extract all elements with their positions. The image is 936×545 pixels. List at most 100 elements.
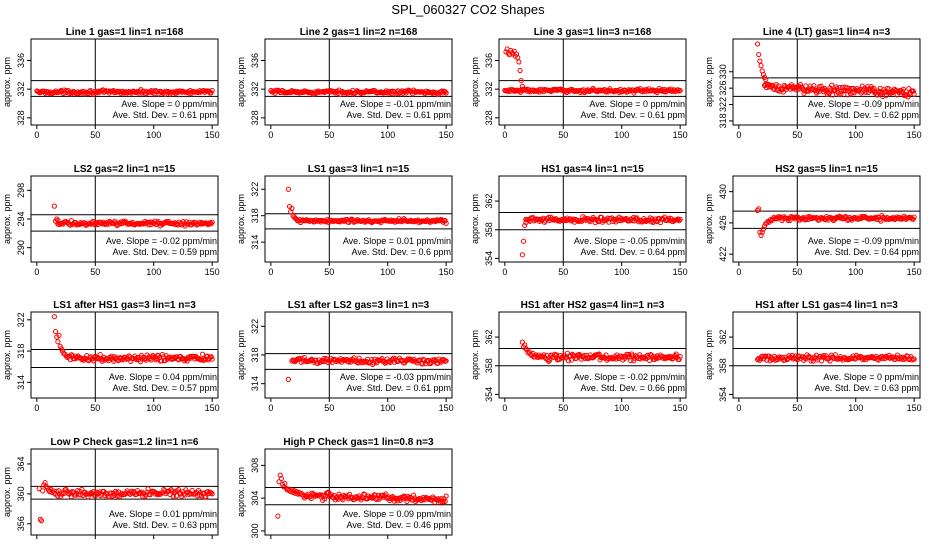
data-point (175, 486, 182, 493)
std-dev-annotation: Ave. Std. Dev. = 0.63 ppm (815, 383, 919, 393)
data-point (278, 475, 284, 482)
data-point (282, 480, 288, 486)
x-tick-label: 50 (558, 267, 568, 277)
x-tick-label: 0 (34, 267, 39, 277)
std-dev-annotation: Ave. Std. Dev. = 0.46 ppm (347, 520, 451, 530)
data-point (209, 219, 215, 225)
data-point (51, 203, 57, 209)
std-dev-annotation: Ave. Std. Dev. = 0.61 ppm (581, 110, 685, 120)
panel-title: LS2 gas=2 lin=1 n=15 (74, 164, 176, 175)
x-tick-label: 0 (502, 130, 507, 140)
data-point (341, 356, 347, 363)
data-point (163, 88, 169, 94)
data-point (520, 238, 527, 244)
y-axis-label: approx. ppm (2, 194, 12, 244)
y-axis-label: approx. ppm (470, 57, 480, 107)
std-dev-annotation: Ave. Std. Dev. = 0.66 ppm (581, 383, 685, 393)
x-tick-label: 100 (848, 130, 863, 140)
y-tick-label: 360 (16, 486, 26, 501)
x-tick-label: 50 (324, 403, 334, 413)
data-point (516, 59, 522, 65)
y-tick-label: 326 (718, 81, 728, 96)
y-tick-label: 322 (250, 182, 260, 197)
data-point (426, 496, 432, 503)
data-point (676, 356, 682, 363)
data-point (758, 232, 764, 239)
y-tick-label: 314 (16, 375, 26, 390)
x-tick-label: 0 (34, 130, 39, 140)
x-tick-label: 50 (324, 267, 334, 277)
data-point (565, 358, 572, 364)
data-point (754, 41, 761, 47)
panel-title: Line 4 (LT) gas=1 lin=4 n=3 (763, 27, 891, 38)
data-point (673, 351, 679, 357)
panel-title: HS2 gas=5 lin=1 n=15 (775, 164, 878, 175)
data-point (161, 486, 167, 493)
data-point (285, 186, 291, 192)
plot-frame (264, 38, 453, 126)
data-point (321, 355, 327, 362)
y-tick-label: 362 (718, 330, 728, 345)
plot-frame (498, 175, 687, 263)
data-point (308, 495, 314, 502)
panel-title: LS1 after LS2 gas=3 lin=1 n=3 (288, 300, 430, 311)
x-tick-label: 50 (792, 403, 802, 413)
data-point (756, 51, 762, 58)
data-point (203, 494, 209, 500)
x-tick-label: 100 (380, 267, 395, 277)
x-tick-label: 150 (673, 267, 688, 277)
y-tick-label: 358 (484, 358, 494, 373)
y-tick-label: 318 (250, 347, 260, 362)
x-tick-label: 50 (324, 130, 334, 140)
y-tick-label: 354 (718, 387, 728, 402)
panel-title: LS1 gas=3 lin=1 n=15 (308, 164, 410, 175)
y-axis-label: approx. ppm (470, 330, 480, 380)
y-axis-label: approx. ppm (2, 57, 12, 107)
data-point (209, 87, 215, 94)
x-tick-label: 150 (907, 403, 922, 413)
x-tick-label: 100 (614, 267, 629, 277)
y-tick-label: 322 (16, 312, 26, 327)
plot-frame (498, 311, 687, 399)
data-point (38, 518, 45, 524)
data-point (291, 357, 297, 364)
data-point (208, 354, 214, 360)
x-tick-label: 100 (380, 403, 395, 413)
data-point (322, 496, 328, 502)
panel-title: Line 3 gas=1 lin=3 n=168 (534, 27, 652, 38)
plot-frame (732, 175, 921, 263)
slope-annotation: Ave. Slope = -0.05 ppm/min (574, 236, 685, 246)
data-point (911, 91, 917, 97)
slope-annotation: Ave. Slope = -0.02 ppm/min (574, 372, 685, 382)
plot-frame (732, 38, 921, 126)
y-axis-label: approx. ppm (2, 467, 12, 517)
data-point (437, 499, 444, 505)
data-point (631, 358, 637, 364)
data-point (442, 89, 448, 95)
data-point (443, 90, 449, 96)
data-point (911, 214, 917, 220)
slope-annotation: Ave. Slope = 0 ppm/min (589, 99, 685, 109)
data-point (154, 492, 161, 498)
data-point (443, 358, 449, 364)
chart-panel: Line 2 gas=1 lin=2 n=168 0 50 100 150 328 332 3… (236, 27, 454, 140)
data-point (756, 206, 762, 212)
panel-title: High P Check gas=1 lin=0.8 n=3 (283, 437, 434, 448)
data-point (773, 81, 779, 88)
data-point (863, 89, 869, 95)
chart-panel: HS1 after HS2 gas=4 lin=1 n=3 0 50 100 150 35… (470, 300, 688, 413)
data-point (578, 217, 584, 224)
data-point (173, 493, 180, 499)
data-point (805, 88, 812, 94)
data-point (320, 358, 326, 365)
data-point (397, 357, 404, 363)
data-point (51, 314, 57, 320)
data-point (356, 355, 362, 361)
data-point (411, 492, 417, 498)
chart-panel: Line 4 (LT) gas=1 lin=4 n=30 50 100 1503183… (704, 27, 922, 140)
data-point (171, 354, 177, 360)
x-tick-label: 50 (90, 403, 100, 413)
y-tick-label: 318 (16, 344, 26, 359)
data-point (618, 353, 624, 359)
